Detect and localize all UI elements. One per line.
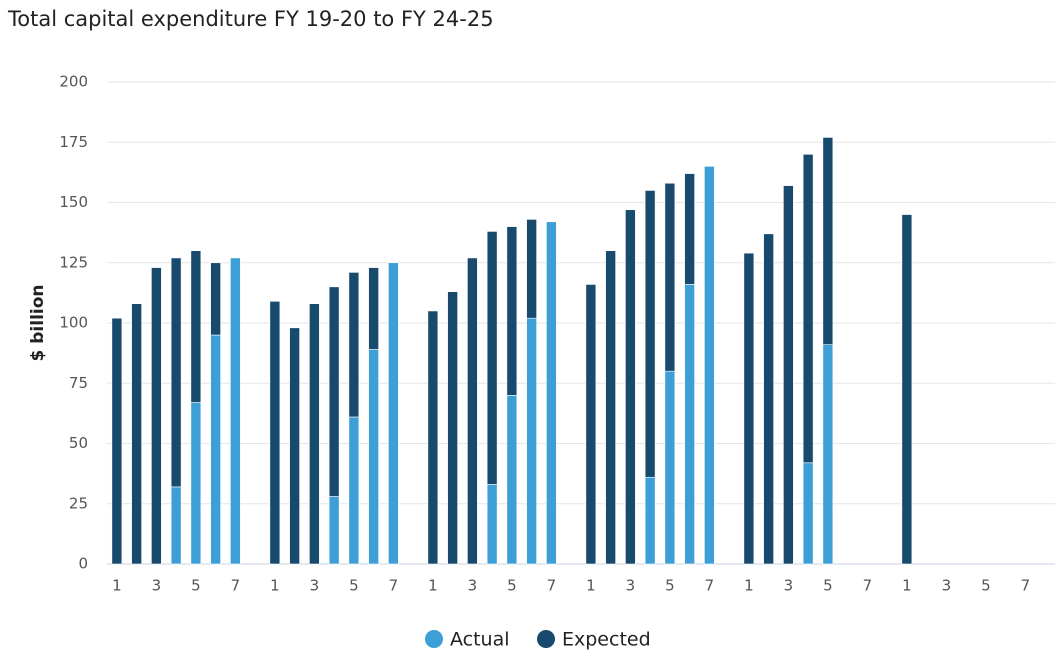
bar-segment	[605, 250, 616, 565]
bar-segment	[269, 301, 281, 565]
bar-segment	[131, 303, 142, 565]
y-tick-label: 175	[59, 133, 88, 151]
x-tick-label: 3	[152, 577, 162, 595]
x-tick-label: 1	[428, 577, 438, 595]
legend-marker	[425, 630, 443, 648]
x-tick-label: 7	[1021, 577, 1031, 595]
bar-segment	[328, 286, 340, 497]
y-tick-label: 0	[78, 555, 88, 573]
x-tick-label: 5	[665, 577, 675, 595]
y-tick-label: 100	[59, 314, 88, 332]
bar-segment	[506, 226, 518, 396]
bar-segment	[625, 209, 636, 565]
bar-segment	[190, 402, 202, 565]
y-tick-label: 75	[69, 374, 88, 392]
x-tick-label: 7	[231, 577, 241, 595]
bar-segment	[170, 257, 182, 488]
x-tick-label: 3	[468, 577, 478, 595]
x-tick-label: 1	[586, 577, 596, 595]
x-tick-label: 1	[270, 577, 280, 595]
bar-segment	[368, 267, 379, 350]
x-tick-label: 7	[389, 577, 399, 595]
bar-segment	[743, 252, 755, 565]
x-tick-label: 1	[744, 577, 754, 595]
y-axis-label: $ billion	[28, 284, 48, 361]
y-tick-label: 150	[59, 193, 88, 211]
legend-label: Expected	[562, 629, 651, 651]
bar-segment	[486, 484, 498, 565]
bar-segment	[170, 486, 182, 565]
bar-segment	[309, 303, 320, 565]
bar-segment	[210, 334, 221, 565]
bar-segment	[368, 349, 379, 565]
bar-segment	[467, 257, 478, 565]
bar-segment	[546, 221, 557, 565]
bar-segment	[704, 166, 715, 565]
x-tick-label: 5	[823, 577, 833, 595]
bar-segment	[328, 496, 340, 565]
bar-segment	[526, 317, 537, 565]
bar-segment	[763, 233, 774, 565]
bar-segment	[348, 416, 360, 565]
y-tick-label: 50	[69, 434, 88, 452]
bar-segment	[644, 476, 656, 565]
bar-segment	[111, 317, 123, 565]
x-tick-label: 1	[112, 577, 122, 595]
bar-segment	[783, 185, 794, 565]
bar-segment	[684, 284, 695, 565]
bar-segment	[348, 272, 360, 418]
bar-segment	[664, 370, 676, 565]
x-tick-label: 5	[349, 577, 359, 595]
legend-label: Actual	[450, 629, 510, 651]
bar-segment	[802, 462, 814, 565]
x-tick-label: 7	[547, 577, 557, 595]
x-tick-label: 3	[784, 577, 794, 595]
bar-segment	[585, 284, 597, 565]
bar-segment	[388, 262, 399, 565]
bar-segment	[230, 257, 241, 565]
y-tick-label: 200	[59, 73, 88, 91]
x-tick-label: 7	[705, 577, 715, 595]
x-tick-label: 7	[863, 577, 873, 595]
bar-segment	[644, 190, 656, 478]
bar-segment	[506, 394, 518, 565]
x-tick-label: 5	[981, 577, 991, 595]
bar-segment	[664, 182, 676, 372]
bar-segment	[901, 214, 913, 565]
x-tick-label: 3	[310, 577, 320, 595]
bar-segment	[526, 219, 537, 319]
bar-segment	[289, 327, 300, 565]
y-tick-label: 25	[69, 494, 88, 512]
x-tick-label: 3	[626, 577, 636, 595]
x-tick-label: 5	[191, 577, 201, 595]
x-tick-label: 1	[902, 577, 912, 595]
bar-segment	[210, 262, 221, 336]
bar-segment	[486, 231, 498, 485]
y-tick-label: 125	[59, 253, 88, 271]
bar-segment	[190, 250, 202, 403]
bar-segment	[822, 344, 834, 565]
bar-segment	[802, 154, 814, 464]
chart-title: Total capital expenditure FY 19-20 to FY…	[7, 7, 494, 31]
bar-segment	[447, 291, 458, 565]
bar-segment	[684, 173, 695, 285]
legend-marker	[537, 630, 555, 648]
x-tick-label: 5	[507, 577, 517, 595]
bar-segment	[151, 267, 162, 565]
bar-segment	[427, 310, 439, 565]
bar-segment	[822, 137, 834, 345]
x-tick-label: 3	[942, 577, 952, 595]
